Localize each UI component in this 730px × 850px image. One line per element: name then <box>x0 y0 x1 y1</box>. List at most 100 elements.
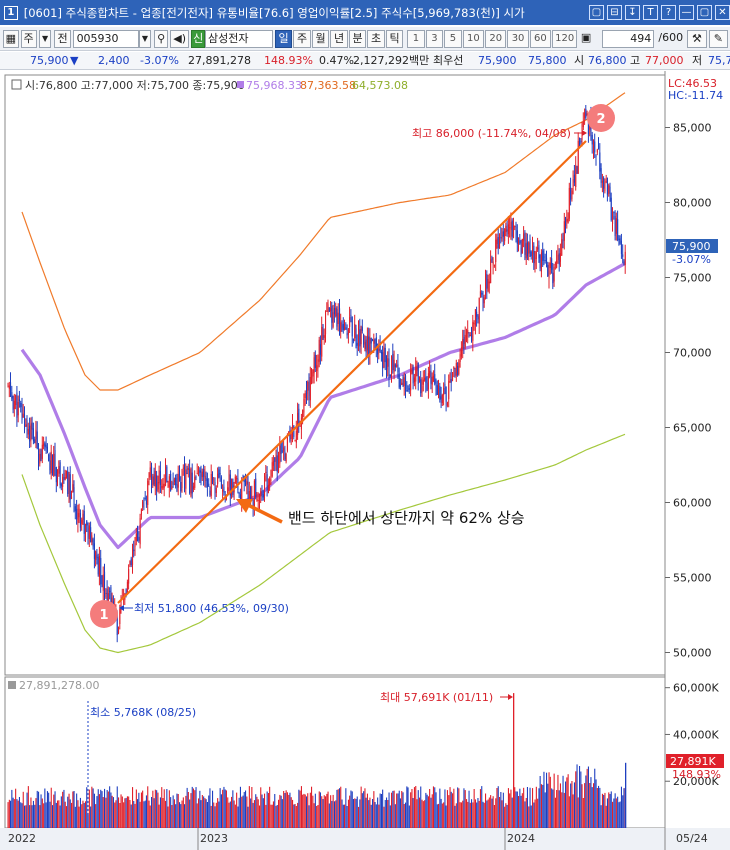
legend-toggle-icon[interactable] <box>11 79 22 90</box>
window-titlebar: 1 [0601] 주식종합차트 - 업종[전기전자] 유통비율[76.6] 영업… <box>0 0 730 25</box>
volume-bar <box>81 804 83 828</box>
candle-body <box>479 291 481 298</box>
candle-body <box>557 254 559 261</box>
volume-bar <box>559 783 561 828</box>
volume-bar <box>91 786 93 828</box>
draw-icon[interactable]: ✎ <box>708 29 729 48</box>
help-icon[interactable]: ? <box>661 5 676 20</box>
volume-bar <box>330 795 332 828</box>
tab-monthly[interactable]: 월 <box>311 29 330 48</box>
candle-body <box>251 495 253 499</box>
stock-code-input[interactable]: 005930 <box>72 29 139 48</box>
marker-low-circle[interactable] <box>90 600 118 628</box>
tab-tick[interactable]: 틱 <box>385 29 404 48</box>
candle-body <box>44 443 46 447</box>
candle-body <box>532 242 534 255</box>
interval-3[interactable]: 3 <box>425 29 444 48</box>
tab-daily[interactable]: 일 <box>274 29 293 48</box>
interval-120[interactable]: 120 <box>552 29 578 48</box>
volume-bar <box>506 804 508 828</box>
volume-bars <box>7 693 627 828</box>
interval-60[interactable]: 60 <box>529 29 552 48</box>
prev-button[interactable]: 전 <box>54 29 71 48</box>
interval-20[interactable]: 20 <box>485 29 507 48</box>
volume-bar <box>393 790 395 828</box>
candle-body <box>62 477 64 487</box>
low-note: 최저 51,800 (46.53%, 09/30) <box>134 602 289 615</box>
volume-bar <box>212 790 214 828</box>
volume-bar <box>22 791 24 828</box>
chart-layout-icon[interactable]: ▦ <box>3 29 19 48</box>
stock-chart[interactable]: 시:76,800 고:77,000 저:75,700 종:75,900 75,9… <box>0 71 730 850</box>
volume-bar <box>474 799 476 828</box>
code-dropdown-icon[interactable]: ▼ <box>138 29 152 48</box>
chevron-down-icon[interactable]: ▼ <box>38 29 52 48</box>
candle-body <box>279 445 281 464</box>
volume-bar <box>387 800 389 828</box>
volume-bar <box>457 787 459 828</box>
volume-bar <box>443 802 445 828</box>
candle-body <box>300 417 302 430</box>
volume-bar <box>471 799 473 828</box>
volume-tick-label: 40,000K <box>673 728 719 741</box>
mode-select[interactable]: 주 <box>20 29 37 48</box>
interval-1[interactable]: 1 <box>407 29 425 48</box>
tab-minute[interactable]: 분 <box>348 29 367 48</box>
volume-bar <box>189 799 191 828</box>
interval-5[interactable]: 5 <box>444 29 462 48</box>
candle-body <box>219 473 221 475</box>
volume-bar <box>24 805 26 828</box>
volume-bar <box>210 805 212 828</box>
volume-bar <box>166 789 168 828</box>
candle-body <box>32 428 34 442</box>
search-icon[interactable]: ⚲ <box>154 29 168 48</box>
candle-body <box>13 400 15 409</box>
interval-10[interactable]: 10 <box>462 29 485 48</box>
candle-body <box>473 323 475 324</box>
tile-window-icon[interactable]: ⊟ <box>607 5 622 20</box>
tools-icon[interactable]: ⚒ <box>687 29 707 48</box>
price-tick-label: 70,000 <box>673 347 712 360</box>
volume-bar <box>501 800 503 828</box>
volume-bar <box>440 798 442 828</box>
pin-icon[interactable]: ↧ <box>625 5 640 20</box>
volume-bar <box>568 796 570 828</box>
candle-body <box>238 492 240 494</box>
volume-bar <box>576 764 578 828</box>
volume-bar <box>582 798 584 828</box>
volume-bar <box>374 802 376 828</box>
volume-bar <box>586 768 588 828</box>
candle-body <box>314 354 316 368</box>
tab-yearly[interactable]: 년 <box>330 29 348 48</box>
candle-body <box>444 383 446 387</box>
close-icon[interactable]: ✕ <box>715 5 730 20</box>
candle-body <box>599 152 601 172</box>
settings-icon[interactable]: ▣ <box>580 30 592 44</box>
candle-body <box>345 327 347 330</box>
candle-body <box>614 216 616 236</box>
candle-body <box>416 367 418 371</box>
trend-line[interactable] <box>117 140 587 604</box>
candle-body <box>227 487 229 495</box>
candle-body <box>342 323 344 330</box>
marker-high-circle[interactable] <box>587 104 615 132</box>
candle-body <box>104 571 106 597</box>
bar-count-input[interactable]: 494 <box>601 29 655 48</box>
candle-body <box>247 484 249 500</box>
tab-weekly[interactable]: 주 <box>293 29 311 48</box>
candle-body <box>303 398 305 413</box>
speaker-icon[interactable]: ◀) <box>169 29 190 48</box>
font-icon[interactable]: T <box>643 5 658 20</box>
minimize-icon[interactable]: — <box>679 5 694 20</box>
maximize-icon[interactable]: ▢ <box>697 5 712 20</box>
volume-bar <box>543 771 545 828</box>
volume-bar <box>40 794 42 828</box>
interval-30[interactable]: 30 <box>507 29 529 48</box>
volume-bar <box>123 802 125 828</box>
tab-second[interactable]: 초 <box>367 29 385 48</box>
volume-bar <box>587 766 589 828</box>
candle-body <box>450 379 452 383</box>
candle-body <box>140 508 142 515</box>
candle-body <box>467 330 469 334</box>
link-window-icon[interactable]: ▢ <box>589 5 604 20</box>
